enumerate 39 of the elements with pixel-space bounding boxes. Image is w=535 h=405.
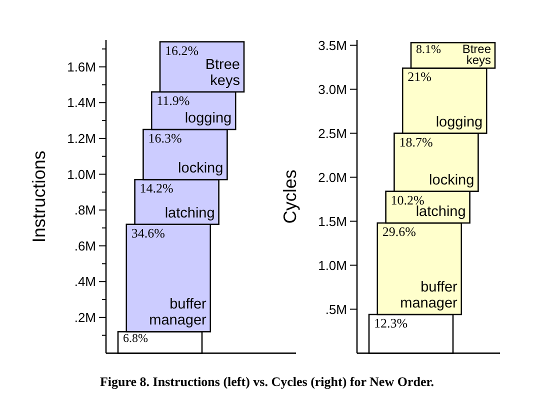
annotation: 21%	[408, 69, 432, 84]
y-tick-label: 1.0M	[318, 258, 347, 273]
y-tick-label: .8M	[74, 202, 96, 218]
y-tick-label: 1.4M	[67, 95, 96, 110]
annotation: 16.3%	[148, 130, 182, 146]
series-label: buffer manager	[400, 279, 458, 312]
y-tick-label: 2.5M	[318, 126, 347, 141]
y-tick-label: 3.5M	[318, 38, 347, 53]
series-label: buffer manager	[149, 296, 207, 329]
series-label: latching	[164, 205, 215, 222]
annotation: 29.6%	[382, 224, 416, 239]
y-tick-label: .6M	[74, 238, 96, 254]
annotation: 8.1%	[416, 42, 441, 56]
y-axis-title: Instructions	[29, 150, 49, 243]
series-label: locking	[429, 172, 474, 188]
y-tick-label: .4M	[74, 274, 96, 290]
y-tick-label: 1.2M	[67, 130, 96, 146]
caption: Figure 8. Instructions (left) vs. Cycles (right) for New Order.	[100, 374, 434, 389]
annotation: 11.9%	[156, 92, 190, 108]
y-tick-label: 1.5M	[318, 214, 347, 229]
y-tick-label: 3.0M	[318, 82, 347, 97]
y-tick-label: 1.6M	[67, 59, 96, 74]
annotation: 14.2%	[140, 180, 174, 196]
annotation: 18.7%	[399, 134, 433, 150]
series-label: locking	[178, 160, 224, 177]
annotation: 34.6%	[131, 225, 166, 240]
series-label: logging	[436, 114, 483, 130]
y-axis-title: Cycles	[280, 170, 300, 224]
series-label: Btree keys	[205, 56, 240, 89]
series-label: latching	[416, 204, 466, 220]
y-tick-label: .2M	[74, 310, 96, 325]
y-tick-label: .5M	[325, 302, 347, 317]
annotation: 6.8%	[123, 331, 148, 346]
annotation: 16.2%	[165, 42, 199, 58]
annotation: 12.3%	[374, 315, 408, 330]
series-label: Btree keys	[462, 42, 492, 68]
y-tick-label: 1.0M	[67, 166, 96, 182]
series-label: logging	[184, 110, 232, 126]
y-tick-label: 2.0M	[318, 170, 347, 185]
